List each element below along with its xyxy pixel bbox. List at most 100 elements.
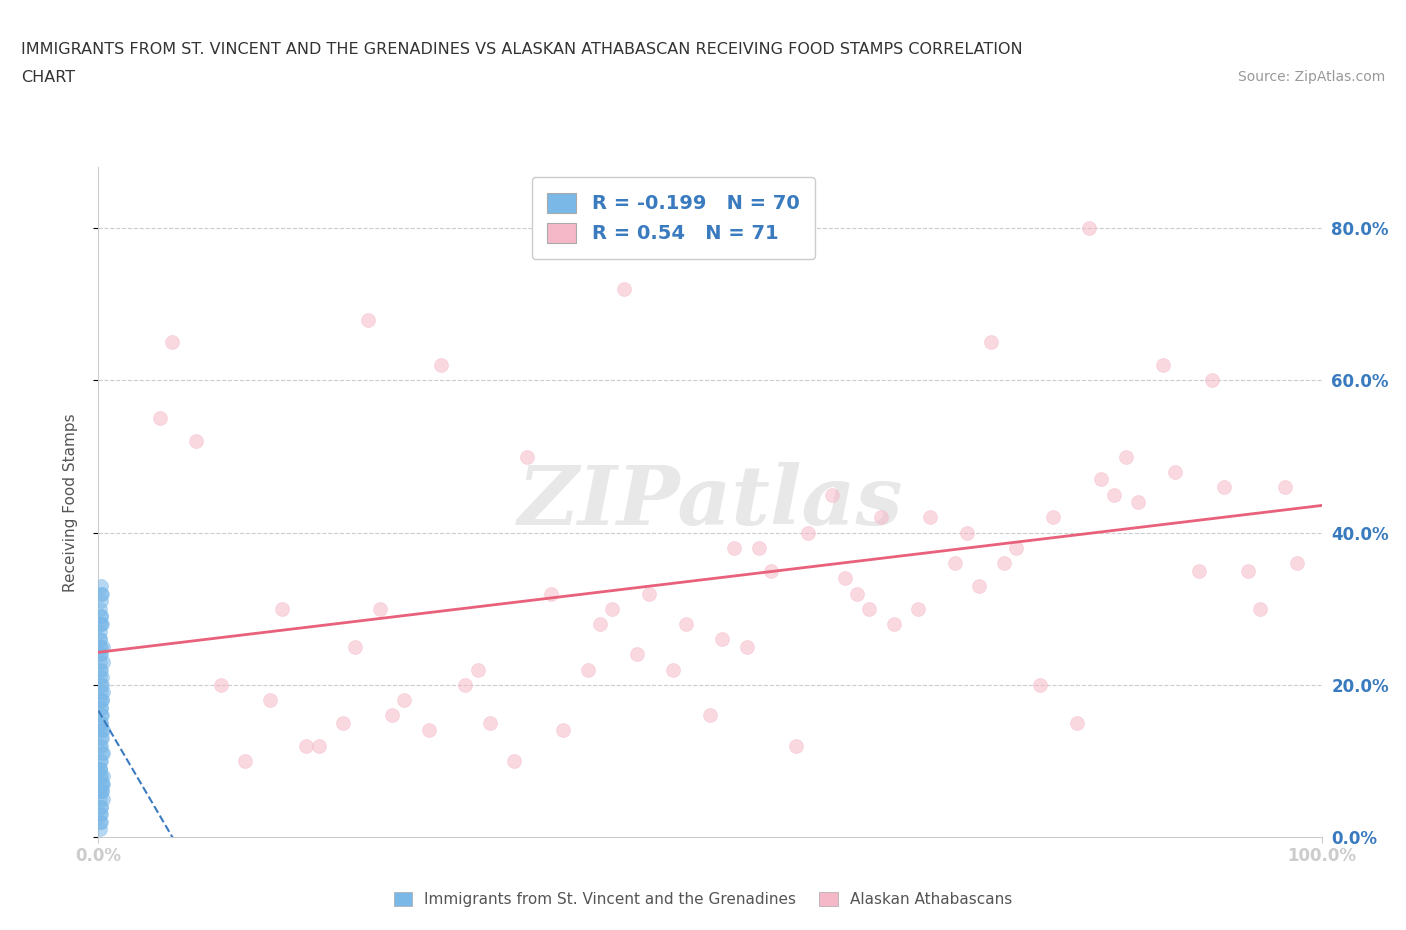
Point <box>90 806 112 821</box>
Point <box>1188 564 1211 578</box>
Point <box>381 708 404 723</box>
Point <box>89 761 111 776</box>
Point <box>1090 472 1112 486</box>
Point <box>90 815 112 830</box>
Point <box>89 631 111 646</box>
Point <box>91 708 114 723</box>
Point <box>186 434 208 449</box>
Point <box>160 335 183 350</box>
Point <box>515 449 537 464</box>
Point <box>91 617 114 631</box>
Point <box>90 715 112 730</box>
Point <box>90 609 112 624</box>
Point <box>834 571 856 586</box>
Point <box>699 708 721 723</box>
Point <box>91 723 114 737</box>
Point <box>209 677 232 692</box>
Point <box>90 753 112 768</box>
Text: CHART: CHART <box>21 70 75 85</box>
Point <box>90 578 112 593</box>
Legend: Immigrants from St. Vincent and the Grenadines, Alaskan Athabascans: Immigrants from St. Vincent and the Gren… <box>388 885 1018 913</box>
Point <box>90 700 112 715</box>
Point <box>90 662 112 677</box>
Point <box>91 777 114 791</box>
Point <box>1274 480 1296 495</box>
Point <box>89 761 111 776</box>
Point <box>392 693 416 708</box>
Point <box>467 662 489 677</box>
Point <box>553 723 575 737</box>
Point <box>638 586 661 601</box>
Text: Source: ZipAtlas.com: Source: ZipAtlas.com <box>1237 70 1385 84</box>
Point <box>91 586 114 601</box>
Point <box>89 617 111 631</box>
Point <box>90 609 112 624</box>
Point <box>356 312 378 327</box>
Point <box>91 677 114 692</box>
Point <box>90 708 112 723</box>
Point <box>821 487 844 502</box>
Point <box>89 806 111 821</box>
Point <box>907 602 929 617</box>
Point <box>1115 449 1137 464</box>
Point <box>91 784 114 799</box>
Point <box>89 655 111 670</box>
Point <box>1237 564 1260 578</box>
Point <box>943 555 966 570</box>
Point <box>91 685 114 700</box>
Point <box>662 662 685 677</box>
Point <box>1102 487 1125 502</box>
Point <box>295 738 318 753</box>
Point <box>723 540 745 555</box>
Point <box>91 777 114 791</box>
Point <box>368 602 391 617</box>
Point <box>711 631 734 646</box>
Point <box>90 799 112 814</box>
Point <box>91 731 114 746</box>
Point <box>430 358 453 373</box>
Point <box>1066 715 1088 730</box>
Point <box>91 693 114 708</box>
Point <box>478 715 501 730</box>
Point <box>89 769 111 784</box>
Point <box>89 631 111 646</box>
Point <box>89 670 111 684</box>
Point <box>90 593 112 608</box>
Point <box>89 639 111 654</box>
Point <box>980 335 1002 350</box>
Point <box>993 555 1015 570</box>
Point <box>91 655 114 670</box>
Point <box>503 753 526 768</box>
Point <box>89 822 111 837</box>
Point <box>1164 464 1187 479</box>
Point <box>1128 495 1150 510</box>
Point <box>89 753 111 768</box>
Point <box>1152 358 1174 373</box>
Point <box>90 738 112 753</box>
Point <box>920 510 942 525</box>
Point <box>89 761 111 776</box>
Point <box>858 602 880 617</box>
Point <box>90 677 112 692</box>
Y-axis label: Receiving Food Stamps: Receiving Food Stamps <box>63 413 77 591</box>
Legend: R = -0.199   N = 70, R = 0.54   N = 71: R = -0.199 N = 70, R = 0.54 N = 71 <box>531 177 815 259</box>
Point <box>90 769 112 784</box>
Point <box>1004 540 1026 555</box>
Point <box>89 784 111 799</box>
Point <box>1078 220 1101 235</box>
Point <box>883 617 905 631</box>
Point <box>332 715 354 730</box>
Point <box>576 662 599 677</box>
Point <box>90 799 112 814</box>
Point <box>91 746 114 761</box>
Point <box>89 624 111 639</box>
Point <box>91 791 114 806</box>
Point <box>761 564 783 578</box>
Point <box>89 693 111 708</box>
Point <box>613 282 636 297</box>
Point <box>91 723 114 737</box>
Point <box>735 639 758 654</box>
Point <box>308 738 330 753</box>
Point <box>89 815 111 830</box>
Point <box>259 693 281 708</box>
